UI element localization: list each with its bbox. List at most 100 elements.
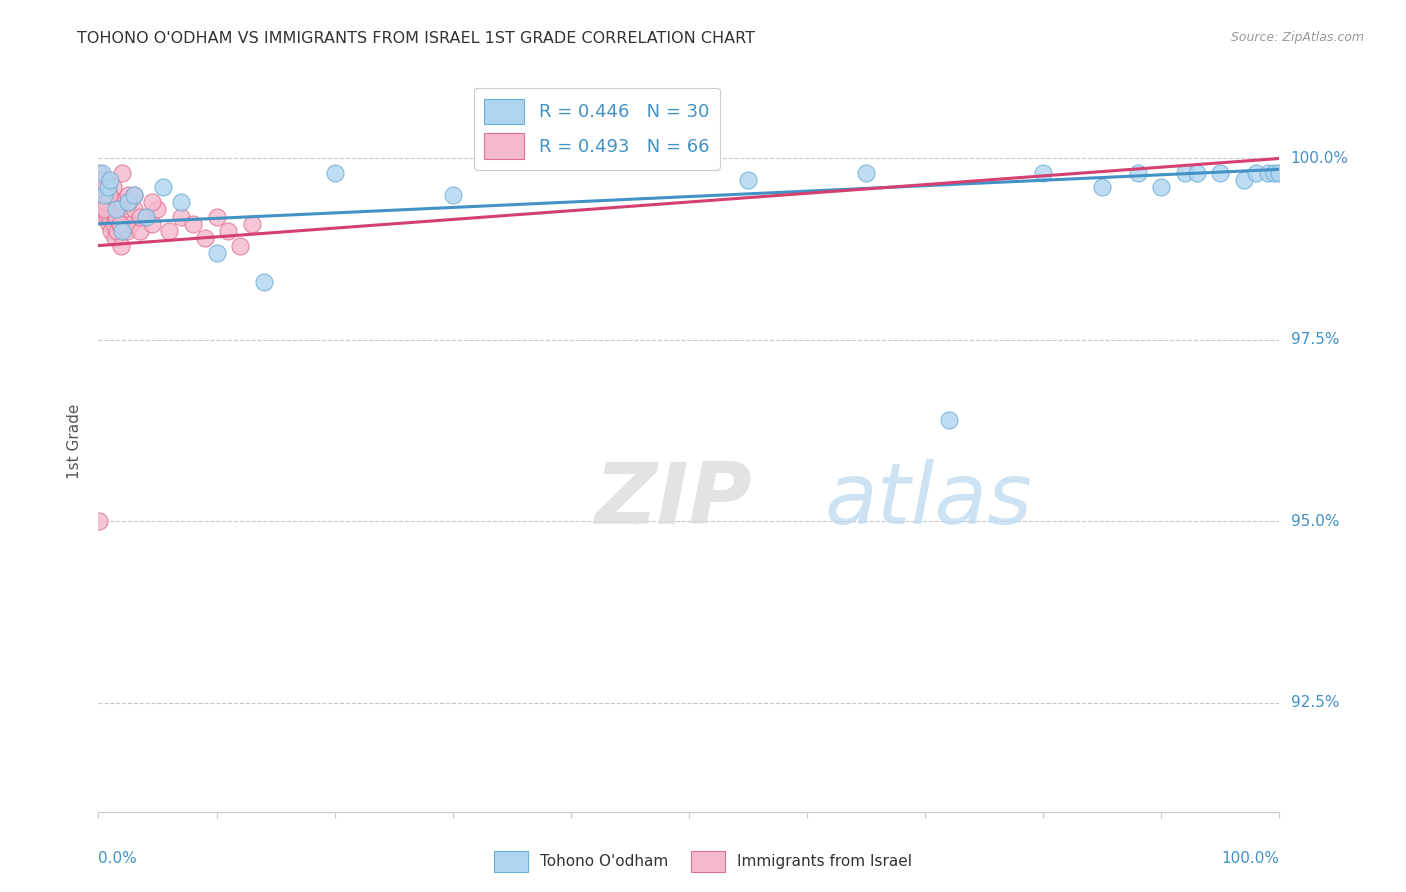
Point <box>229 238 252 252</box>
Legend: Tohono O'odham, Immigrants from Israel: Tohono O'odham, Immigrants from Israel <box>486 843 920 880</box>
Point <box>128 210 150 224</box>
Point <box>181 217 204 231</box>
Point <box>108 217 131 231</box>
Point <box>135 210 157 224</box>
Point <box>1126 166 1149 180</box>
Point <box>107 202 129 217</box>
Point <box>90 173 112 187</box>
Text: 100.0%: 100.0% <box>1222 851 1279 865</box>
Point <box>93 187 115 202</box>
Point <box>205 210 228 224</box>
Point <box>117 187 139 202</box>
Point <box>90 194 112 209</box>
Point <box>105 210 128 224</box>
Point <box>98 217 121 231</box>
Point <box>1244 166 1267 180</box>
Point <box>1091 180 1114 194</box>
Point <box>101 202 124 217</box>
Y-axis label: 1st Grade: 1st Grade <box>67 404 83 479</box>
Point <box>105 224 128 238</box>
Point <box>93 202 115 217</box>
Point <box>103 217 125 231</box>
Point <box>94 202 117 217</box>
Text: Source: ZipAtlas.com: Source: ZipAtlas.com <box>1230 31 1364 45</box>
Point <box>217 224 239 238</box>
Point <box>141 217 163 231</box>
Point <box>170 210 193 224</box>
Point <box>441 187 464 202</box>
Text: 0.0%: 0.0% <box>98 851 138 865</box>
Point <box>128 224 150 238</box>
Point <box>253 275 276 289</box>
Point <box>89 180 111 194</box>
Point <box>108 217 131 231</box>
Point <box>152 180 174 194</box>
Point <box>89 187 111 202</box>
Point <box>91 202 114 217</box>
Point <box>1268 166 1291 180</box>
Point <box>205 245 228 260</box>
Point <box>115 224 138 238</box>
Point <box>96 194 118 209</box>
Text: atlas: atlas <box>825 459 1033 542</box>
Point <box>91 180 114 194</box>
Point <box>94 180 117 194</box>
Point <box>1233 173 1256 187</box>
Point <box>91 180 114 194</box>
Point <box>96 202 118 217</box>
Point <box>194 231 217 245</box>
Text: 97.5%: 97.5% <box>1291 333 1339 347</box>
Point <box>855 166 877 180</box>
Point <box>118 194 141 209</box>
Point <box>122 187 145 202</box>
Point <box>240 217 263 231</box>
Point <box>117 194 139 209</box>
Point <box>97 180 120 194</box>
Text: 100.0%: 100.0% <box>1291 151 1348 166</box>
Point <box>117 194 139 209</box>
Point <box>98 187 121 202</box>
Point <box>89 187 111 202</box>
Point <box>122 202 145 217</box>
Point <box>98 187 121 202</box>
Legend: R = 0.446   N = 30, R = 0.493   N = 66: R = 0.446 N = 30, R = 0.493 N = 66 <box>474 87 720 169</box>
Point <box>121 217 143 231</box>
Point <box>104 231 127 245</box>
Point <box>141 194 163 209</box>
Point <box>105 210 128 224</box>
Point <box>323 166 346 180</box>
Point <box>1150 180 1173 194</box>
Point <box>89 180 111 194</box>
Point <box>90 173 112 187</box>
Point <box>111 194 134 209</box>
Point <box>112 210 135 224</box>
Point <box>94 173 117 187</box>
Text: 92.5%: 92.5% <box>1291 696 1339 710</box>
Point <box>93 187 115 202</box>
Text: 95.0%: 95.0% <box>1291 514 1339 529</box>
Point <box>91 210 114 224</box>
Point <box>87 166 110 180</box>
Point <box>122 187 145 202</box>
Point <box>1185 166 1208 180</box>
Point <box>98 173 121 187</box>
Point <box>111 224 134 238</box>
Point <box>105 202 128 217</box>
Point <box>91 166 114 180</box>
Point <box>1257 166 1279 180</box>
Point <box>110 238 132 252</box>
Point <box>101 180 124 194</box>
Point <box>98 194 121 209</box>
Point <box>170 194 193 209</box>
Point <box>97 187 120 202</box>
Text: TOHONO O'ODHAM VS IMMIGRANTS FROM ISRAEL 1ST GRADE CORRELATION CHART: TOHONO O'ODHAM VS IMMIGRANTS FROM ISRAEL… <box>77 31 755 46</box>
Point <box>157 224 180 238</box>
Point <box>97 202 120 217</box>
Point <box>93 194 115 209</box>
Point <box>1032 166 1054 180</box>
Point <box>96 210 118 224</box>
Point <box>1174 166 1197 180</box>
Point <box>146 202 169 217</box>
Point <box>938 413 960 427</box>
Point <box>135 210 157 224</box>
